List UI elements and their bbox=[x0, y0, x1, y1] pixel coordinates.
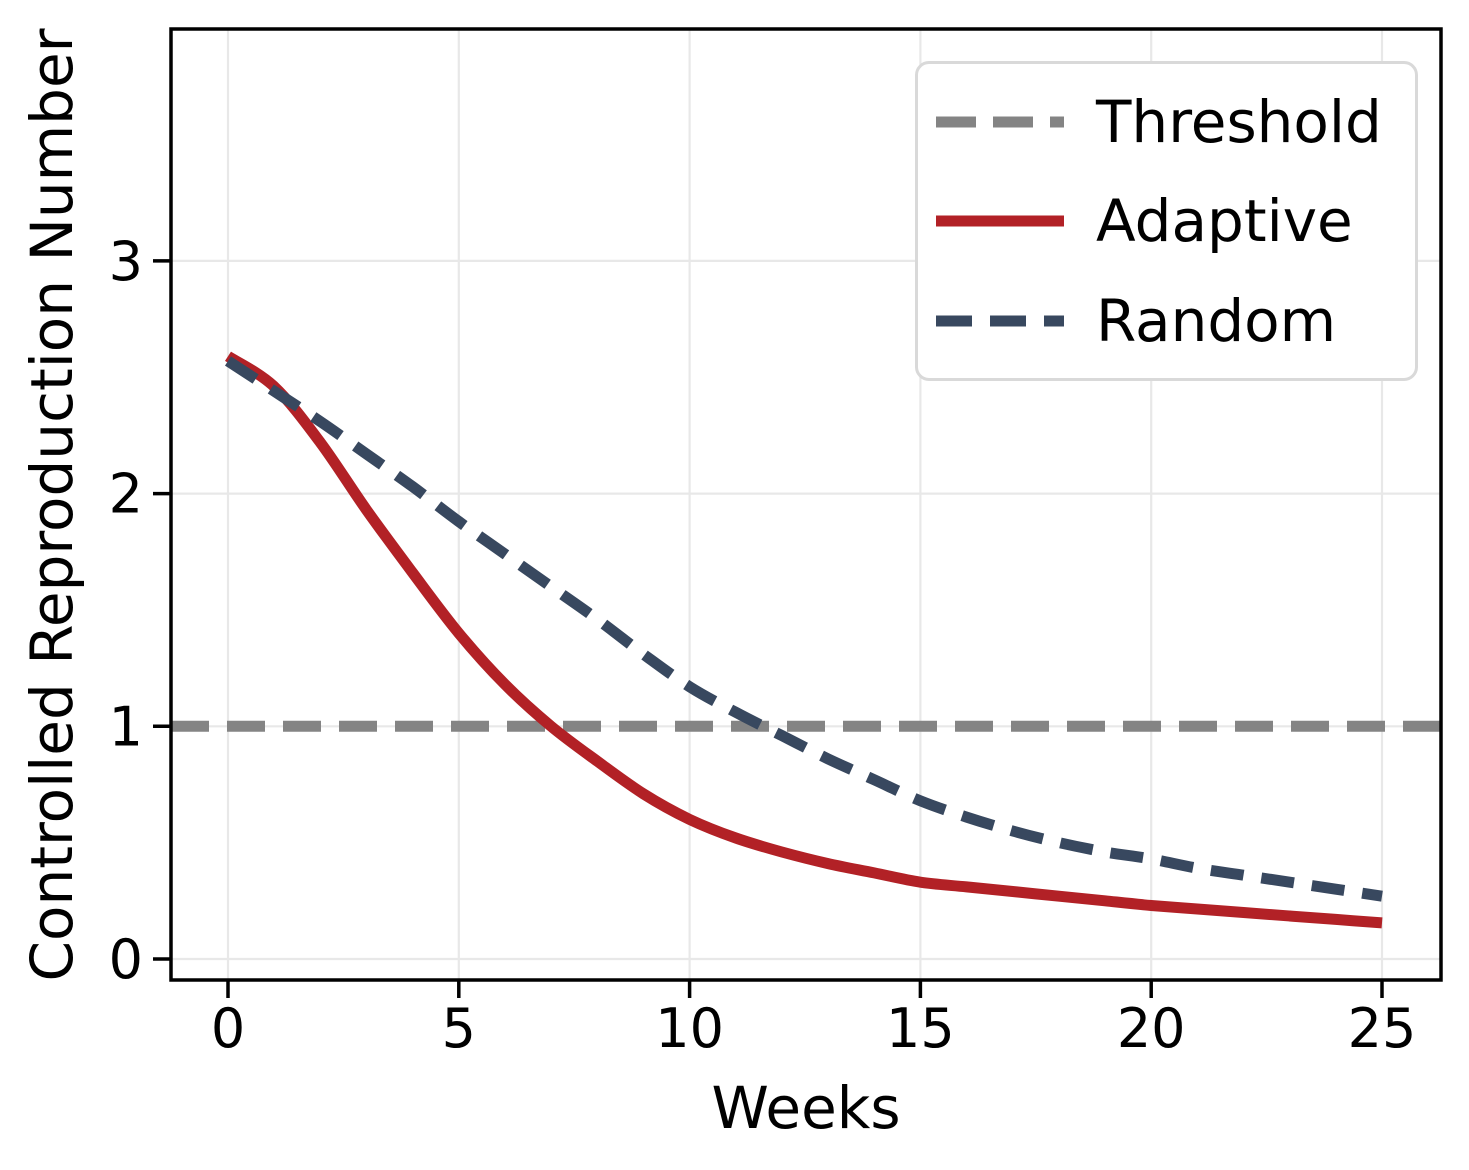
legend-item-adaptive: Adaptive bbox=[936, 173, 1405, 269]
y-tick-label: 3 bbox=[109, 230, 143, 293]
x-tick-label: 10 bbox=[655, 997, 724, 1060]
legend-label-random: Random bbox=[1096, 286, 1337, 355]
y-tick-label: 0 bbox=[109, 928, 143, 991]
legend-line-threshold-icon bbox=[936, 116, 1064, 127]
plot-border bbox=[169, 27, 1443, 982]
y-tick-label: 2 bbox=[109, 463, 143, 526]
adaptive-line bbox=[225, 351, 1383, 929]
x-tick-label: 20 bbox=[1117, 997, 1186, 1060]
x-axis-label: Weeks bbox=[711, 1074, 900, 1142]
y-axis-label: Controlled Reproduction Number bbox=[18, 28, 86, 981]
x-tick-label: 5 bbox=[442, 997, 476, 1060]
x-tick-label: 25 bbox=[1348, 997, 1417, 1060]
legend-item-threshold: Threshold bbox=[936, 74, 1405, 170]
legend-item-random: Random bbox=[936, 273, 1405, 369]
random-line bbox=[225, 356, 1383, 902]
y-tick-label: 1 bbox=[109, 695, 143, 758]
legend-line-adaptive-icon bbox=[936, 215, 1064, 227]
legend-label-threshold: Threshold bbox=[1096, 87, 1382, 156]
legend-label-adaptive: Adaptive bbox=[1096, 187, 1353, 255]
x-tick-label: 0 bbox=[211, 997, 245, 1060]
legend: Threshold Adaptive Random bbox=[915, 61, 1418, 381]
x-tick-label: 15 bbox=[886, 997, 955, 1060]
legend-line-random-icon bbox=[936, 315, 1064, 326]
